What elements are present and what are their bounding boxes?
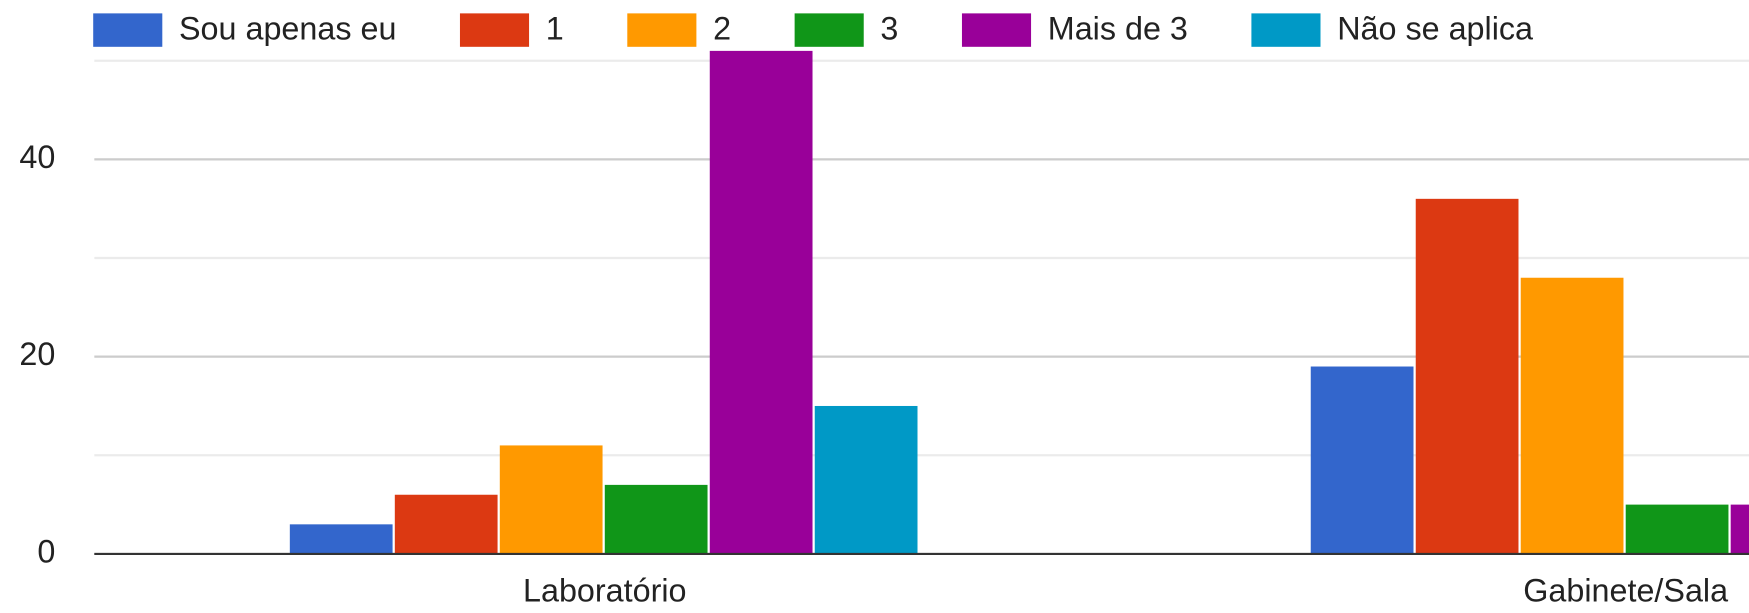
legend-label: Sou apenas eu — [179, 11, 396, 47]
legend-label: 1 — [546, 11, 564, 47]
legend-swatch — [961, 13, 1032, 47]
y-tick-label: 40 — [19, 139, 55, 175]
legend-swatch — [794, 13, 864, 47]
legend-swatch — [627, 13, 697, 47]
legend-label: 3 — [880, 11, 898, 47]
legend-label: Mais de 3 — [1048, 11, 1188, 47]
bar — [394, 494, 498, 554]
legend-label: Não se aplica — [1337, 11, 1533, 47]
legend-swatch — [459, 13, 530, 47]
legend-swatch — [1251, 13, 1321, 47]
y-tick-label: 20 — [19, 336, 55, 372]
x-tick-label: Gabinete/Sala — [1523, 572, 1728, 608]
x-tick-label: Laboratório — [523, 572, 686, 608]
bar — [1310, 366, 1414, 554]
bar — [1730, 504, 1749, 554]
bar — [499, 445, 603, 554]
bar — [1625, 504, 1729, 554]
bar — [814, 405, 918, 554]
y-tick-label: 0 — [37, 533, 55, 569]
bar — [1415, 198, 1519, 554]
bar — [604, 484, 708, 554]
legend-swatch — [93, 13, 163, 47]
bar — [709, 50, 813, 554]
bar — [1520, 277, 1624, 554]
bar — [289, 524, 393, 554]
legend-label: 2 — [713, 11, 731, 47]
